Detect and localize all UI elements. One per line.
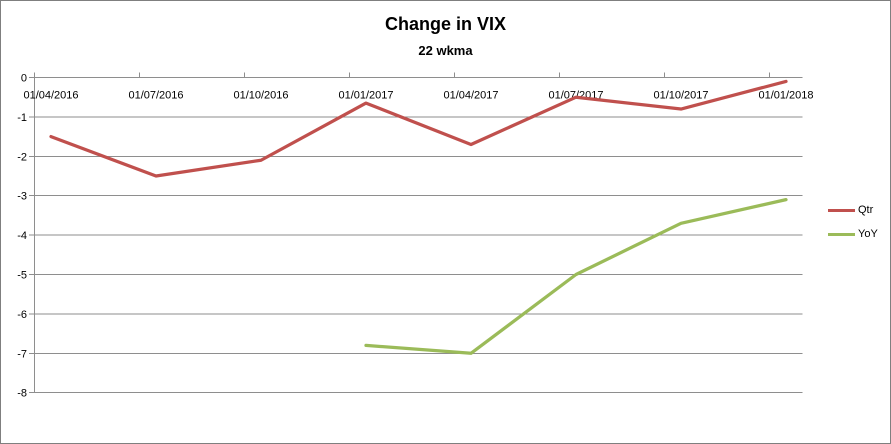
qtr-series-swatch bbox=[828, 208, 855, 212]
legend-label-qtr: Qtr bbox=[858, 204, 874, 216]
chart-subtitle: 22 wkma bbox=[418, 43, 473, 58]
x-axis-label: 01/04/2016 bbox=[23, 90, 78, 102]
y-axis-label: 0 bbox=[21, 73, 27, 85]
legend-label-yoy: YoY bbox=[858, 228, 878, 240]
x-axis-label: 01/01/2018 bbox=[758, 90, 813, 102]
x-axis-label: 01/10/2017 bbox=[653, 90, 708, 102]
x-axis-label: 01/01/2017 bbox=[338, 90, 393, 102]
y-axis-label: -7 bbox=[17, 348, 27, 360]
series-line-yoy bbox=[364, 198, 788, 355]
chart-legend: Qtr YoY bbox=[828, 203, 878, 241]
legend-item-yoy: YoY bbox=[828, 227, 878, 241]
legend-item-qtr: Qtr bbox=[828, 203, 878, 217]
x-axis-label: 01/04/2017 bbox=[443, 90, 498, 102]
y-axis-label: -4 bbox=[17, 230, 27, 242]
y-axis-label: -2 bbox=[17, 151, 27, 163]
y-axis-label: -3 bbox=[17, 191, 27, 203]
chart-title: Change in VIX bbox=[384, 14, 507, 34]
series-line-qtr bbox=[49, 79, 788, 178]
y-axis-label: -5 bbox=[17, 270, 27, 282]
x-axis-label: 01/07/2016 bbox=[128, 90, 183, 102]
yoy-series-swatch bbox=[828, 232, 855, 236]
y-axis-label: -6 bbox=[17, 309, 27, 321]
y-axis-label: -8 bbox=[17, 388, 27, 400]
x-axis-label: 01/10/2016 bbox=[233, 90, 288, 102]
y-axis-label: -1 bbox=[17, 112, 27, 124]
